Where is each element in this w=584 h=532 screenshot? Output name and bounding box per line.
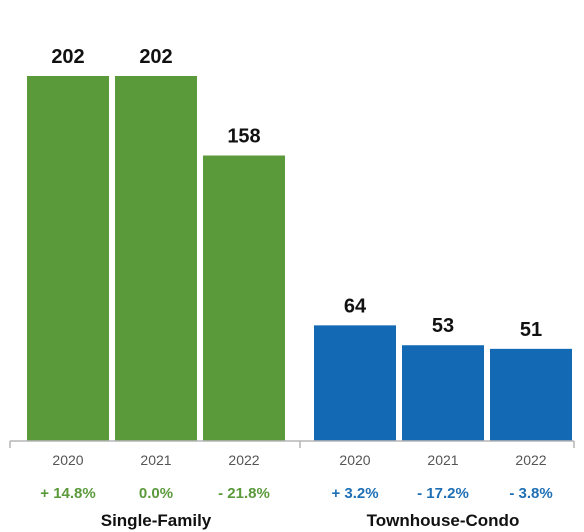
- x-tick-label: 2021: [140, 452, 171, 468]
- bar: [203, 155, 285, 441]
- bar-value-label: 64: [344, 295, 367, 317]
- bar-value-label: 202: [139, 46, 172, 68]
- x-tick-label: 2021: [427, 452, 458, 468]
- x-tick-label: 2022: [515, 452, 546, 468]
- bar-value-label: 158: [227, 126, 260, 148]
- x-tick-label: 2020: [52, 452, 83, 468]
- bar: [490, 348, 572, 441]
- bar-value-label: 202: [51, 46, 84, 68]
- percent-change-label: + 3.2%: [331, 485, 378, 502]
- x-tick-label: 2022: [228, 452, 259, 468]
- percent-change-label: - 3.8%: [509, 485, 552, 502]
- bar: [314, 325, 396, 441]
- labels-layer: 202 2020 + 14.8% 202 2021 0.0% 158 2022 - 21.8% S…: [40, 46, 552, 530]
- bar: [27, 76, 109, 441]
- x-axis: [9, 440, 575, 448]
- bar-value-label: 53: [432, 315, 454, 337]
- bar: [115, 76, 197, 441]
- percent-change-label: - 21.8%: [218, 485, 270, 502]
- bar: [402, 345, 484, 441]
- bar-value-label: 51: [520, 319, 542, 341]
- percent-change-label: + 14.8%: [40, 485, 95, 502]
- group-label: Townhouse-Condo: [367, 511, 520, 530]
- group-label: Single-Family: [101, 511, 212, 530]
- bars-layer: [27, 76, 572, 441]
- percent-change-label: - 17.2%: [417, 485, 469, 502]
- percent-change-label: 0.0%: [139, 485, 173, 502]
- x-tick-label: 2020: [339, 452, 370, 468]
